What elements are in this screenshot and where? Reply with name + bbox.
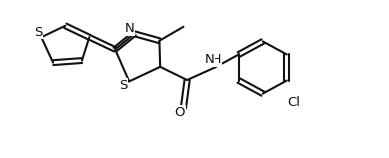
Text: N: N <box>125 22 135 35</box>
Text: O: O <box>175 106 185 118</box>
Text: H: H <box>212 53 221 66</box>
Text: Cl: Cl <box>288 96 301 109</box>
Text: N: N <box>204 53 214 66</box>
Text: S: S <box>34 25 42 39</box>
Text: S: S <box>119 79 128 92</box>
